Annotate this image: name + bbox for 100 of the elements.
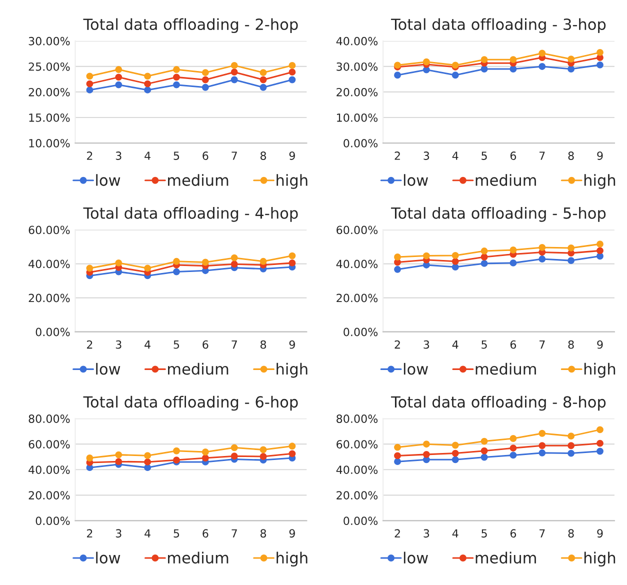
y-tick-label: 60.00% — [336, 226, 378, 234]
x-tick-label: 4 — [144, 340, 150, 349]
x-tick-label: 7 — [232, 529, 237, 538]
x-tick-label: 2 — [394, 152, 400, 160]
point — [202, 84, 209, 91]
point — [230, 444, 238, 452]
point — [568, 432, 575, 440]
y-tick-label: 60.00% — [336, 440, 378, 448]
x-tick-label: 5 — [482, 152, 487, 160]
x-tick-label: 7 — [232, 152, 237, 160]
x-tick-label: 4 — [144, 529, 150, 538]
point — [394, 444, 401, 451]
point — [452, 264, 459, 270]
legend-label: medium — [476, 174, 536, 186]
x-tick-label: 2 — [86, 152, 92, 160]
point — [144, 452, 152, 460]
point — [288, 76, 296, 84]
y-tick-label: 10.00% — [29, 138, 70, 148]
legend-label: low — [96, 362, 120, 375]
x-tick-label: 7 — [540, 529, 545, 538]
y-tick-label: 20.00% — [28, 88, 70, 96]
point — [568, 442, 575, 450]
y-tick-label: 30.00% — [336, 62, 378, 71]
legend-label: low — [96, 174, 120, 186]
point — [538, 62, 546, 70]
legend-label: high — [276, 362, 308, 378]
chart-title: Total data offloading - 4-hop — [83, 207, 298, 222]
y-tick-label: 25.00% — [28, 62, 70, 71]
point — [538, 449, 546, 456]
point — [452, 72, 459, 79]
x-tick-label: 5 — [174, 340, 180, 349]
y-tick-label: 60.00% — [28, 440, 70, 448]
legend-label: medium — [168, 174, 228, 186]
legend-label: high — [584, 362, 616, 378]
point — [288, 62, 296, 69]
point — [568, 450, 575, 457]
point — [173, 258, 180, 265]
y-tick-label: 0.00% — [344, 328, 378, 336]
point — [452, 456, 459, 464]
x-tick-label: 3 — [424, 152, 430, 160]
point — [144, 86, 152, 94]
x-tick-label: 3 — [116, 340, 122, 349]
y-tick-label: 20.00% — [336, 88, 378, 96]
point — [115, 259, 122, 266]
x-tick-label: 4 — [144, 152, 150, 160]
x-tick-label: 2 — [394, 340, 400, 349]
point — [538, 430, 546, 437]
point — [480, 56, 488, 64]
y-tick-label: 40.00% — [28, 466, 70, 474]
point — [230, 254, 238, 262]
x-tick-label: 6 — [510, 340, 516, 349]
x-tick-label: 3 — [116, 152, 122, 160]
chart-title: Total data offloading - 2-hop — [83, 18, 298, 34]
point — [144, 264, 152, 272]
chart-title: Total data offloading - 8-hop — [391, 396, 606, 411]
point — [202, 76, 209, 84]
point — [510, 246, 517, 254]
point — [480, 254, 488, 260]
point — [86, 72, 94, 80]
point — [173, 447, 180, 454]
point — [510, 452, 517, 459]
y-tick-label: 0.00% — [344, 138, 378, 148]
point — [452, 258, 459, 265]
y-tick-label: 60.00% — [28, 226, 70, 234]
x-tick-label: 8 — [568, 340, 574, 349]
point — [394, 458, 401, 466]
point — [596, 48, 604, 56]
x-tick-label: 5 — [174, 152, 180, 160]
x-tick-label: 7 — [540, 152, 545, 160]
point — [230, 452, 238, 460]
x-tick-label: 7 — [232, 340, 237, 349]
point — [202, 69, 209, 76]
point — [596, 252, 604, 260]
legend-label: medium — [168, 552, 228, 564]
point — [596, 440, 604, 447]
point — [510, 444, 517, 452]
point — [202, 258, 209, 266]
point — [86, 80, 94, 88]
point — [230, 76, 238, 84]
point — [173, 81, 180, 88]
y-tick-label: 20.00% — [336, 491, 378, 500]
chart-title: Total data offloading - 6-hop — [83, 396, 298, 411]
legend-label: high — [584, 552, 616, 567]
point — [86, 86, 94, 94]
point — [394, 266, 401, 273]
point — [596, 247, 604, 254]
point — [596, 426, 604, 434]
x-tick-label: 3 — [424, 340, 430, 349]
point — [422, 440, 430, 448]
point — [230, 62, 238, 69]
point — [452, 450, 459, 457]
y-tick-label: 20.00% — [28, 294, 70, 302]
point — [568, 244, 575, 252]
point — [288, 450, 296, 458]
x-tick-label: 2 — [394, 529, 400, 538]
y-tick-label: 80.00% — [336, 414, 378, 423]
x-tick-label: 8 — [260, 152, 266, 160]
point — [480, 447, 488, 454]
y-tick-label: 40.00% — [28, 260, 70, 268]
point — [394, 452, 401, 460]
